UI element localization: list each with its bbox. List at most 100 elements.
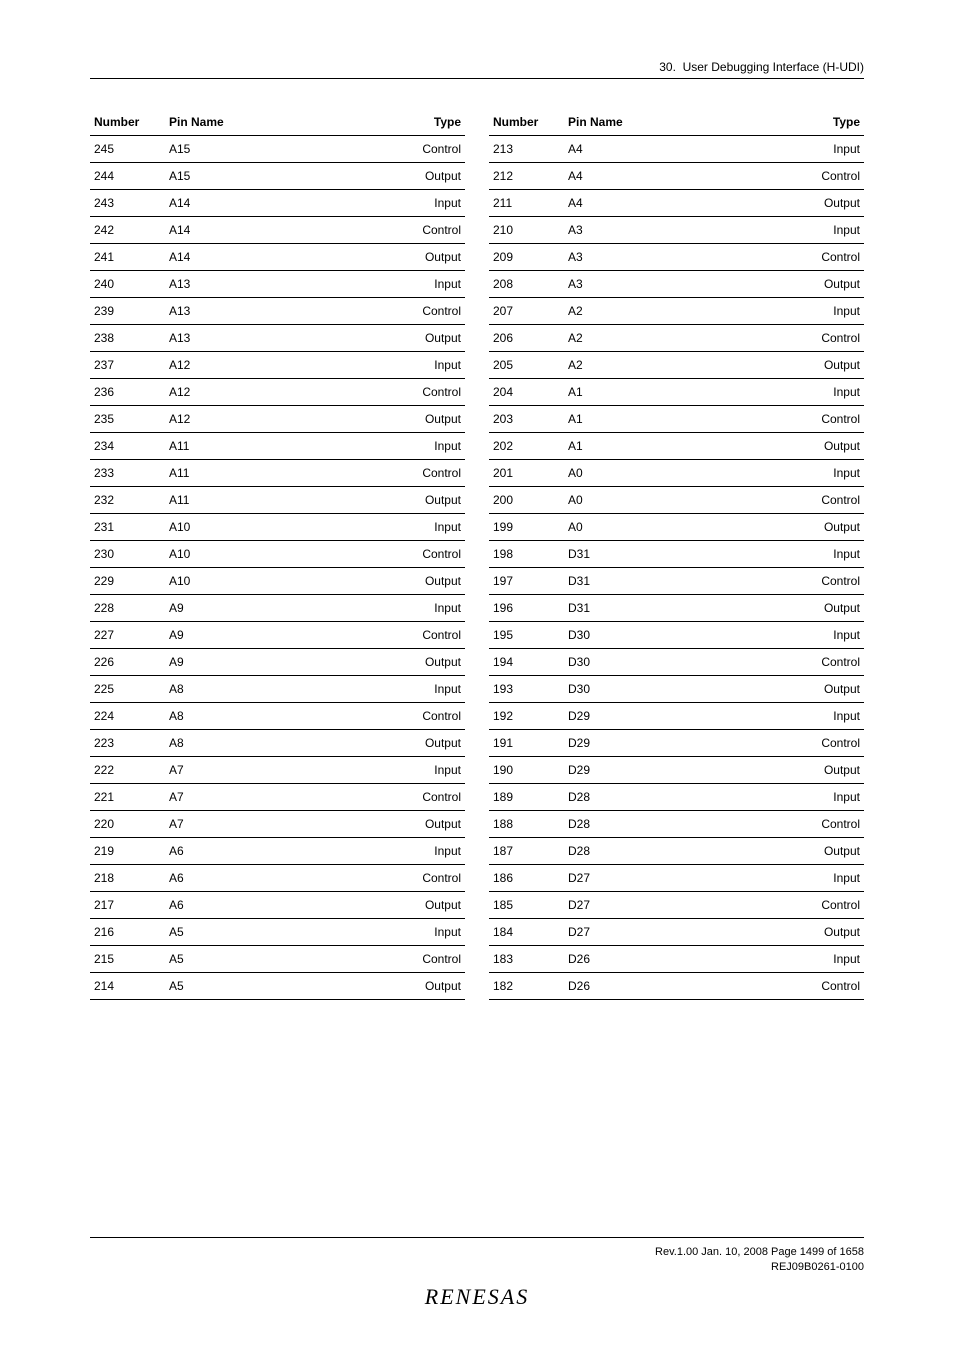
cell-number: 232 [90,487,165,514]
cell-pin-name: D29 [564,730,770,757]
cell-number: 242 [90,217,165,244]
cell-pin-name: D26 [564,946,770,973]
cell-pin-name: A14 [165,244,371,271]
cell-type: Input [770,703,864,730]
cell-pin-name: A5 [165,973,371,1000]
cell-pin-name: A8 [165,676,371,703]
cell-number: 240 [90,271,165,298]
table-row: 229A10Output [90,568,465,595]
cell-pin-name: A15 [165,163,371,190]
footer-rev-line: Rev.1.00 Jan. 10, 2008 Page 1499 of 1658 [655,1246,864,1258]
cell-pin-name: A11 [165,460,371,487]
cell-number: 187 [489,838,564,865]
cell-number: 227 [90,622,165,649]
cell-number: 235 [90,406,165,433]
cell-type: Control [371,784,465,811]
table-row: 226A9Output [90,649,465,676]
cell-type: Output [371,487,465,514]
cell-pin-name: D28 [564,784,770,811]
cell-pin-name: D31 [564,568,770,595]
cell-number: 183 [489,946,564,973]
cell-type: Input [371,919,465,946]
table-row: 228A9Input [90,595,465,622]
table-row: 221A7Control [90,784,465,811]
cell-pin-name: A14 [165,217,371,244]
cell-pin-name: A4 [564,136,770,163]
cell-pin-name: A9 [165,649,371,676]
cell-pin-name: A6 [165,838,371,865]
cell-type: Control [770,568,864,595]
cell-pin-name: A1 [564,433,770,460]
table-row: 237A12Input [90,352,465,379]
cell-type: Input [770,865,864,892]
cell-type: Control [770,487,864,514]
table-row: 194D30Control [489,649,864,676]
table-row: 210A3Input [489,217,864,244]
table-body-left: 245A15Control244A15Output243A14Input242A… [90,136,465,1000]
cell-pin-name: A2 [564,325,770,352]
cell-number: 199 [489,514,564,541]
cell-number: 188 [489,811,564,838]
table-row: 238A13Output [90,325,465,352]
cell-pin-name: A8 [165,703,371,730]
table-row: 198D31Input [489,541,864,568]
cell-number: 219 [90,838,165,865]
cell-number: 196 [489,595,564,622]
cell-pin-name: D30 [564,622,770,649]
cell-pin-name: A7 [165,811,371,838]
cell-number: 225 [90,676,165,703]
section-title: 30. User Debugging Interface (H-UDI) [659,60,864,74]
cell-type: Control [371,460,465,487]
cell-number: 190 [489,757,564,784]
cell-number: 238 [90,325,165,352]
cell-number: 224 [90,703,165,730]
cell-type: Output [371,406,465,433]
cell-type: Output [371,163,465,190]
cell-pin-name: A10 [165,568,371,595]
table-row: 206A2Control [489,325,864,352]
cell-type: Control [371,541,465,568]
col-header-type: Type [770,109,864,136]
cell-number: 241 [90,244,165,271]
table-row: 217A6Output [90,892,465,919]
cell-pin-name: A1 [564,406,770,433]
cell-pin-name: A15 [165,136,371,163]
cell-number: 186 [489,865,564,892]
cell-number: 208 [489,271,564,298]
cell-pin-name: A2 [564,352,770,379]
cell-type: Control [371,298,465,325]
cell-type: Input [770,217,864,244]
tables-container: Number Pin Name Type 245A15Control244A15… [90,109,864,1000]
table-row: 201A0Input [489,460,864,487]
cell-pin-name: D30 [564,649,770,676]
col-header-pin-name: Pin Name [564,109,770,136]
table-row: 224A8Control [90,703,465,730]
table-row: 239A13Control [90,298,465,325]
cell-type: Input [770,379,864,406]
cell-type: Input [371,352,465,379]
cell-number: 220 [90,811,165,838]
cell-number: 245 [90,136,165,163]
footer-doc-id: REJ09B0261-0100 [771,1261,864,1273]
cell-number: 197 [489,568,564,595]
table-row: 211A4Output [489,190,864,217]
cell-type: Output [371,325,465,352]
cell-pin-name: A9 [165,595,371,622]
cell-type: Control [770,649,864,676]
page-header: 30. User Debugging Interface (H-UDI) [90,60,864,79]
cell-pin-name: A3 [564,244,770,271]
cell-type: Control [371,217,465,244]
cell-number: 234 [90,433,165,460]
cell-number: 200 [489,487,564,514]
table-row: 233A11Control [90,460,465,487]
cell-pin-name: A10 [165,541,371,568]
table-row: 240A13Input [90,271,465,298]
table-row: 193D30Output [489,676,864,703]
cell-number: 207 [489,298,564,325]
page-footer: Rev.1.00 Jan. 10, 2008 Page 1499 of 1658… [90,1237,864,1310]
cell-pin-name: A13 [165,325,371,352]
document-page: 30. User Debugging Interface (H-UDI) Num… [0,0,954,1350]
cell-number: 206 [489,325,564,352]
cell-type: Input [371,433,465,460]
table-row: 188D28Control [489,811,864,838]
